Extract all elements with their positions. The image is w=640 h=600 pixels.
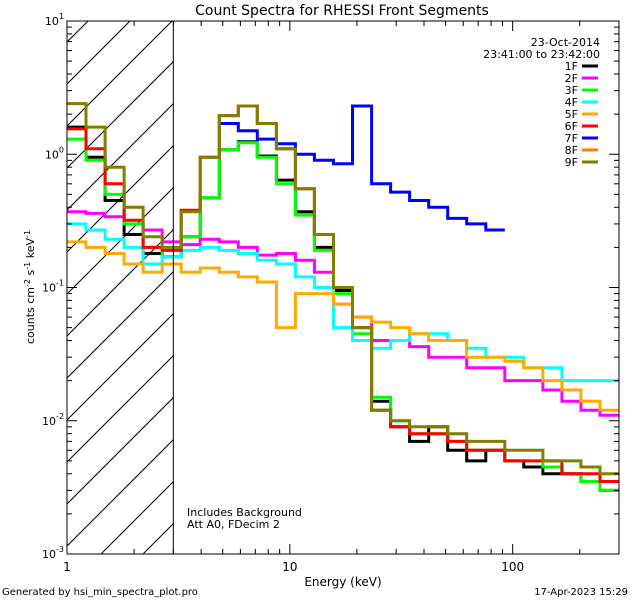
series-7F: [219, 104, 505, 232]
y-tick-label: 10-2: [42, 412, 64, 428]
legend-label-9F: 9F: [565, 156, 578, 169]
y-tick-label: 10-3: [42, 545, 64, 561]
hatch-line: [67, 396, 174, 505]
chart-title: Count Spectra for RHESSI Front Segments: [195, 3, 489, 19]
note-background: Includes Background: [187, 506, 302, 519]
time-range-label: 23:41:00 to 23:42:00: [483, 48, 600, 61]
date-label: 23-Oct-2014: [531, 36, 600, 49]
x-axis-label: Energy (keV): [304, 575, 381, 589]
legend-label-1F: 1F: [565, 60, 578, 73]
y-tick-label: 100: [45, 145, 64, 161]
series-9F: [67, 102, 619, 476]
series-layer: [67, 102, 619, 492]
hatch-line: [67, 228, 174, 337]
hatch-line: [67, 270, 174, 379]
legend-label-6F: 6F: [565, 120, 578, 133]
legend-label-5F: 5F: [565, 108, 578, 121]
footer-timestamp: 17-Apr-2023 15:29: [534, 587, 628, 598]
hatch-line: [67, 21, 173, 127]
hatch-line: [67, 21, 131, 85]
series-3F: [67, 137, 619, 492]
series-2F: [67, 210, 619, 417]
y-tick-label: 101: [45, 12, 64, 28]
note-attenuator: Att A0, FDecim 2: [187, 518, 280, 531]
legend-label-3F: 3F: [565, 84, 578, 97]
legend-label-2F: 2F: [565, 72, 578, 85]
hatch-line: [67, 60, 174, 169]
legend-label-8F: 8F: [565, 144, 578, 157]
footer-generator: Generated by hsi_min_spectra_plot.pro: [2, 587, 198, 598]
hatch-line: [67, 102, 174, 211]
series-1F: [67, 125, 619, 492]
x-tick-label: 10: [282, 560, 297, 574]
y-tick-label: 10-1: [42, 279, 64, 295]
axis-ticks: 1 10 100 10-3 10-2 10-1 100 101: [42, 12, 620, 574]
x-tick-label: 100: [501, 560, 524, 574]
series-5F: [67, 240, 619, 412]
legend-label-7F: 7F: [565, 132, 578, 145]
hatch-line: [67, 438, 174, 547]
x-tick-label: 1: [63, 560, 71, 574]
legend-label-4F: 4F: [565, 96, 578, 109]
y-axis-label: counts cm-2 s-1 keV-1: [23, 230, 37, 344]
